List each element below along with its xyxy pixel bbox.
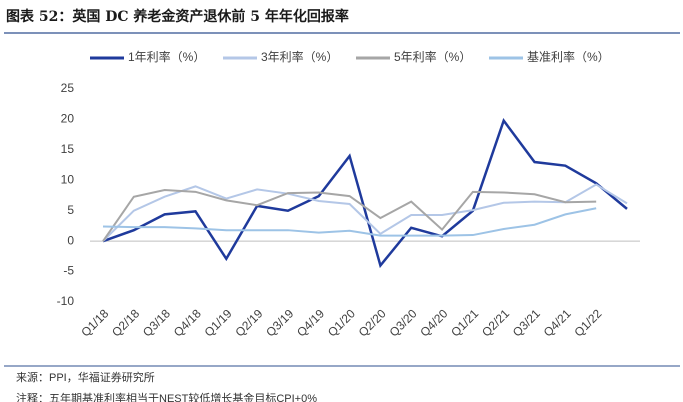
- y-tick-label: 20: [61, 112, 75, 126]
- y-tick-label: 10: [61, 172, 75, 186]
- note: 注释：五年期基准利率相当于NEST较低增长基金目标CPI+0%: [16, 391, 317, 402]
- x-tick-label: Q1/22: [572, 306, 605, 339]
- x-tick-label: Q3/21: [510, 306, 543, 339]
- legend-label: 1年利率（%）: [128, 49, 205, 64]
- y-tick-label: 0: [67, 233, 74, 247]
- x-tick-label: Q3/20: [387, 306, 420, 339]
- x-tick-label: Q2/18: [109, 306, 142, 339]
- series-line: [102, 189, 597, 242]
- x-tick-label: Q4/19: [294, 306, 327, 339]
- x-tick-label: Q4/18: [171, 306, 204, 339]
- x-tick-label: Q4/21: [541, 306, 574, 339]
- legend-label: 基准利率（%）: [527, 49, 610, 64]
- legend-label: 3年利率（%）: [261, 49, 338, 64]
- y-tick-label: 5: [67, 203, 74, 217]
- x-tick-label: Q4/20: [417, 306, 450, 339]
- x-tick-label: Q1/21: [448, 306, 481, 339]
- chart-title: 图表 52：英国 DC 养老金资产退休前 5 年年化回报率: [6, 8, 349, 25]
- x-tick-label: Q2/19: [232, 306, 265, 339]
- legend-label: 5年利率（%）: [394, 49, 471, 64]
- series-line: [102, 117, 628, 269]
- y-tick-label: -10: [57, 294, 75, 308]
- series-line: [102, 183, 628, 242]
- y-tick-label: 15: [61, 142, 75, 156]
- x-tick-label: Q1/19: [202, 306, 235, 339]
- source: 来源：PPI，华福证券研究所: [16, 370, 155, 384]
- x-tick-label: Q2/20: [356, 306, 389, 339]
- y-tick-label: -5: [63, 264, 74, 278]
- y-tick-label: 25: [61, 81, 75, 95]
- x-tick-label: Q3/18: [140, 306, 173, 339]
- series-line: [102, 207, 597, 237]
- x-tick-label: Q2/21: [479, 306, 512, 339]
- x-tick-label: Q3/19: [263, 306, 296, 339]
- x-tick-label: Q1/20: [325, 306, 358, 339]
- x-tick-label: Q1/18: [78, 306, 111, 339]
